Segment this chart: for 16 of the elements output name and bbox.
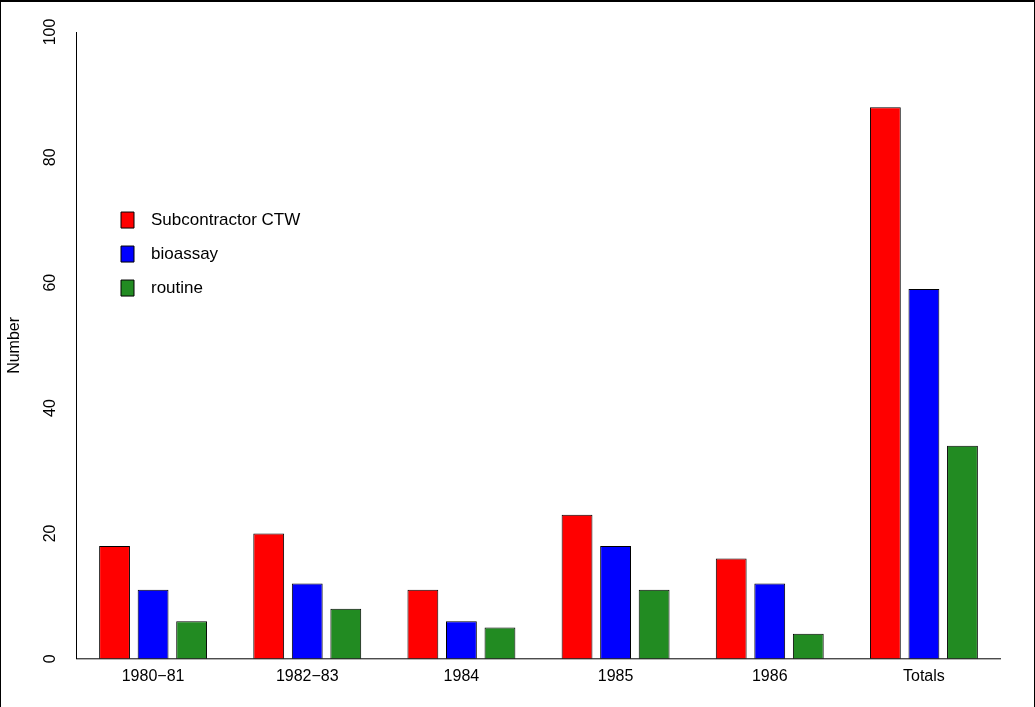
- y-tick-label: 100: [41, 18, 59, 46]
- legend-label: bioassay: [151, 243, 219, 263]
- x-tick-label: 1984: [443, 666, 480, 684]
- y-tick-label: 20: [41, 524, 59, 543]
- legend-label: Subcontractor CTW: [151, 209, 301, 229]
- y-axis-title: Number: [5, 316, 23, 374]
- y-tick-label: 60: [41, 273, 59, 292]
- y-tick-label: 0: [41, 654, 59, 664]
- y-tick-label: 80: [41, 148, 59, 167]
- x-tick-label: 1986: [751, 666, 788, 684]
- x-tick-label: 1982−83: [275, 666, 339, 684]
- legend-label: routine: [151, 277, 203, 297]
- x-tick-label: 1980−81: [121, 666, 185, 684]
- x-tick-label: 1985: [597, 666, 634, 684]
- x-tick-label: Totals: [903, 666, 945, 684]
- y-tick-label: 40: [41, 399, 59, 417]
